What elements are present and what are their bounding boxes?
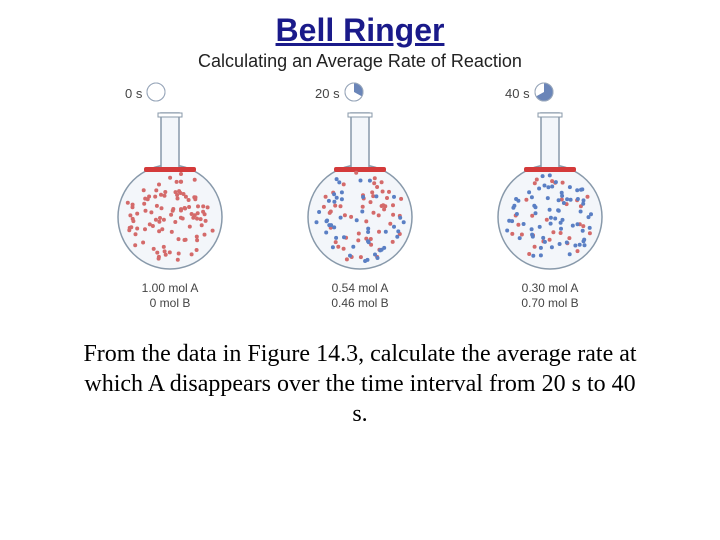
flask-mol-labels: 0.30 mol A 0.70 mol B bbox=[521, 281, 578, 311]
question-text: From the data in Figure 14.3, calculate … bbox=[80, 339, 640, 429]
clock-icon bbox=[344, 82, 364, 105]
flask-time-row: 20 s bbox=[315, 82, 364, 105]
molA-label: 0.54 mol A bbox=[331, 281, 388, 296]
flask-time-label: 20 s bbox=[315, 86, 340, 101]
flask-mol-labels: 0.54 mol A 0.46 mol B bbox=[331, 281, 388, 311]
flask-block-1: 20 s 0.54 mol A 0.46 mol B bbox=[285, 82, 435, 311]
molA-label: 0.30 mol A bbox=[521, 281, 578, 296]
figure-row: 0 s 1.00 mol A 0 mol B 20 s bbox=[40, 82, 680, 311]
subtitle: Calculating an Average Rate of Reaction bbox=[40, 51, 680, 72]
slide: Bell Ringer Calculating an Average Rate … bbox=[0, 0, 720, 540]
flask-block-0: 0 s 1.00 mol A 0 mol B bbox=[95, 82, 245, 311]
molB-label: 0 mol B bbox=[142, 296, 199, 311]
flask-time-label: 40 s bbox=[505, 86, 530, 101]
molB-label: 0.46 mol B bbox=[331, 296, 388, 311]
flask-time-label: 0 s bbox=[125, 86, 142, 101]
flask-time-row: 0 s bbox=[125, 82, 166, 105]
clock-icon bbox=[146, 82, 166, 105]
molB-label: 0.70 mol B bbox=[521, 296, 578, 311]
flask-block-2: 40 s 0.30 mol A 0.70 mol B bbox=[475, 82, 625, 311]
flask-mol-labels: 1.00 mol A 0 mol B bbox=[142, 281, 199, 311]
clock-icon bbox=[534, 82, 554, 105]
molA-label: 1.00 mol A bbox=[142, 281, 199, 296]
flask-time-row: 40 s bbox=[505, 82, 554, 105]
title: Bell Ringer bbox=[40, 12, 680, 49]
